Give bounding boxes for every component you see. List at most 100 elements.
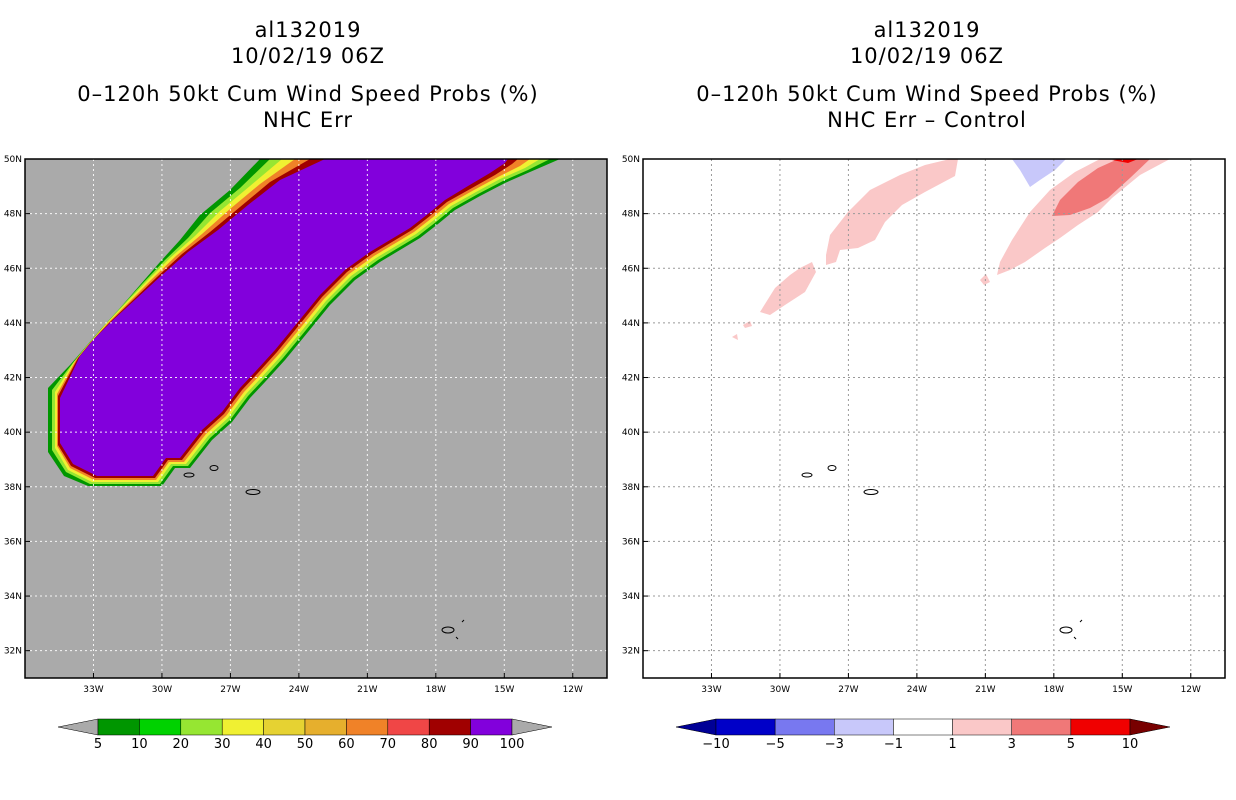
swath-band-100 <box>60 159 508 476</box>
diff-light-red-east <box>997 159 1170 275</box>
colorbar-swatch <box>139 718 182 736</box>
left-graticule <box>25 159 607 678</box>
lon-label: 27W <box>838 685 858 695</box>
colorbar-label: 20 <box>173 737 190 752</box>
colorbar-label: 5 <box>1067 737 1075 752</box>
colorbar-label: 70 <box>380 737 397 752</box>
lat-label: 46N <box>622 264 640 274</box>
colorbar-label: 10 <box>1122 737 1139 752</box>
left-madeira-islands <box>441 619 465 640</box>
lat-label: 50N <box>4 155 22 165</box>
right-map-panel: 50N 48N 46N 44N 42N 40N 38N 36N 34N 32N 33W 30W 27W… <box>622 155 1226 695</box>
left-lat-labels: 50N 48N 46N 44N 42N 40N 38N 36N 34N 32N <box>4 155 30 657</box>
right-map-background <box>643 159 1225 678</box>
colorbar-over-triangle <box>511 718 553 736</box>
colorbar-label: 1 <box>948 737 956 752</box>
lon-label: 27W <box>220 685 240 695</box>
colorbar-swatch <box>304 718 347 736</box>
colorbar-swatch <box>1011 718 1072 736</box>
lon-label: 33W <box>83 685 103 695</box>
lat-label: 46N <box>4 264 22 274</box>
lat-label: 36N <box>4 537 22 547</box>
lon-label: 30W <box>770 685 790 695</box>
lon-label: 21W <box>975 685 995 695</box>
colorbar-over-triangle <box>1129 718 1171 736</box>
colorbar-swatch <box>428 718 471 736</box>
colorbar-label: −10 <box>702 737 729 752</box>
lat-label: 42N <box>622 374 640 384</box>
colorbar-swatch <box>387 718 430 736</box>
right-difference-field <box>732 159 1170 340</box>
colorbar-label: 40 <box>255 737 272 752</box>
right-title-storm-id: al132019 <box>873 18 981 42</box>
lon-label: 18W <box>426 685 446 695</box>
diff-light-red-dot-3 <box>732 334 738 340</box>
colorbar-swatch <box>774 718 835 736</box>
colorbar-label: 100 <box>500 737 525 752</box>
lat-label: 48N <box>622 210 640 220</box>
colorbar-swatch <box>97 718 140 736</box>
lat-label: 44N <box>4 319 22 329</box>
lat-label: 50N <box>622 155 640 165</box>
left-map-panel: 50N 48N 46N 44N 42N 40N 38N 36N 34N 32N 33W 30W 27W… <box>4 155 608 695</box>
right-title: al132019 10/02/19 06Z 0–120h 50kt Cum Wi… <box>627 17 1227 133</box>
right-title-subtitle: NHC Err – Control <box>827 108 1027 132</box>
colorbar-under-triangle <box>57 718 99 736</box>
lat-label: 32N <box>4 647 22 657</box>
lon-label: 12W <box>1181 685 1201 695</box>
lon-label: 18W <box>1044 685 1064 695</box>
colorbar-label: 50 <box>297 737 314 752</box>
right-title-date: 10/02/19 06Z <box>849 44 1005 68</box>
diff-light-red-west-2 <box>826 159 958 265</box>
right-map-frame <box>642 158 1226 679</box>
colorbar-swatch <box>470 718 513 736</box>
colorbar-swatch <box>952 718 1012 736</box>
left-lon-labels: 33W 30W 27W 24W 21W 18W 15W 12W <box>83 673 583 695</box>
left-title: al132019 10/02/19 06Z 0–120h 50kt Cum Wi… <box>8 17 608 133</box>
right-graticule <box>643 159 1225 678</box>
lat-label: 34N <box>4 592 22 602</box>
colorbar-swatch <box>715 718 776 736</box>
lat-label: 36N <box>622 537 640 547</box>
lon-label: 24W <box>907 685 927 695</box>
lat-label: 40N <box>622 428 640 438</box>
colorbar-swatch <box>263 718 306 736</box>
colorbar-under-triangle <box>675 718 717 736</box>
right-lon-labels: 33W 30W 27W 24W 21W 18W 15W 12W <box>701 673 1201 695</box>
colorbar-label: 80 <box>421 737 438 752</box>
diff-light-blue <box>1012 159 1066 187</box>
colorbar-swatch <box>1070 718 1131 736</box>
lat-label: 38N <box>4 483 22 493</box>
lat-label: 32N <box>622 647 640 657</box>
lon-label: 12W <box>563 685 583 695</box>
left-title-storm-id: al132019 <box>254 18 362 42</box>
left-title-subtitle: NHC Err <box>262 108 353 132</box>
lat-label: 48N <box>4 210 22 220</box>
colorbar-label: 3 <box>1008 737 1016 752</box>
lon-label: 24W <box>289 685 309 695</box>
right-madeira-islands <box>1059 619 1083 640</box>
left-title-product: 0–120h 50kt Cum Wind Speed Probs (%) <box>77 82 539 106</box>
colorbar-label: −3 <box>825 737 844 752</box>
colorbar-swatch <box>180 718 223 736</box>
lon-label: 33W <box>701 685 721 695</box>
left-azores-islands <box>183 465 261 495</box>
right-azores-islands <box>801 465 879 495</box>
lon-label: 15W <box>494 685 514 695</box>
right-colorbar: −10 −5 −3 −1 1 3 5 10 <box>675 718 1171 752</box>
left-colorbar: 5 10 20 30 40 50 60 70 80 90 100 <box>57 718 553 752</box>
colorbar-swatch <box>893 718 953 736</box>
colorbar-label: −1 <box>884 737 903 752</box>
lon-label: 30W <box>152 685 172 695</box>
colorbar-swatch <box>834 718 894 736</box>
lon-label: 15W <box>1112 685 1132 695</box>
colorbar-label: 5 <box>94 737 102 752</box>
left-map-frame <box>24 158 608 679</box>
left-title-date: 10/02/19 06Z <box>230 44 386 68</box>
lat-label: 34N <box>622 592 640 602</box>
lon-label: 21W <box>357 685 377 695</box>
diff-light-red-west <box>760 262 816 315</box>
diff-dark-red-east <box>1112 159 1138 163</box>
colorbar-label: 90 <box>462 737 479 752</box>
diff-red-east <box>1052 159 1150 216</box>
